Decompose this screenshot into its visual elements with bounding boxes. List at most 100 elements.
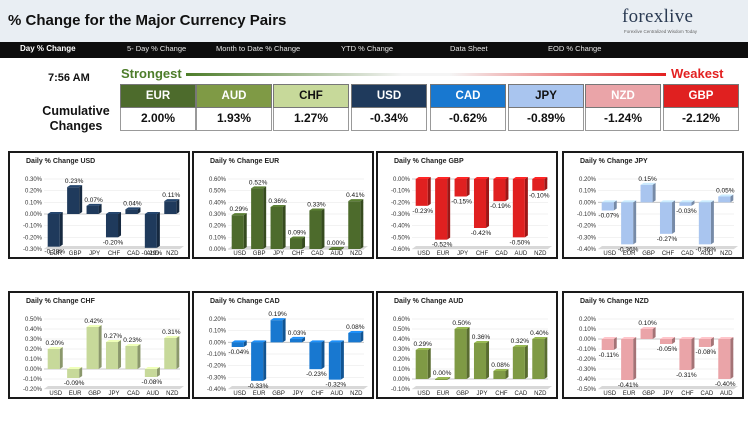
currency-code: JPY [508, 84, 584, 108]
y-tick-label: -0.20% [23, 235, 43, 241]
y-tick-label: 0.30% [25, 337, 43, 343]
bar-side [710, 337, 714, 347]
x-tick-label: CHF [108, 251, 121, 257]
nav-mtd-change[interactable]: Month to Date % Change [216, 44, 301, 53]
bar-top [532, 337, 548, 339]
bar-usd [231, 215, 244, 249]
currency-code: USD [351, 84, 427, 108]
bar-side [613, 200, 617, 211]
bar-side [633, 200, 637, 245]
data-label: 0.00% [327, 240, 346, 247]
nav-eod-change[interactable]: EOD % Change [548, 44, 602, 53]
bar-top [659, 200, 676, 203]
bar-usd [601, 202, 614, 211]
y-tick-label: 0.50% [393, 327, 411, 333]
data-label: -0.15% [451, 199, 472, 206]
bar-side [118, 340, 122, 369]
y-tick-label: 0.10% [209, 235, 227, 241]
page-title: % Change for the Major Currency Pairs [8, 12, 287, 29]
currency-code: EUR [120, 84, 196, 108]
y-tick-label: -0.10% [577, 212, 597, 218]
bar-side [710, 200, 714, 245]
bar-chart: 0.00% -0.10% -0.20% -0.30% -0.40% -0.50% -0.60… [391, 177, 552, 257]
bar-top [289, 336, 306, 339]
y-tick-label: -0.10% [391, 387, 411, 393]
x-tick-label: CHF [311, 391, 324, 397]
bar-cad [125, 346, 138, 369]
data-label: -0.05% [657, 346, 678, 353]
bar-top [415, 348, 431, 350]
bar-side [524, 345, 528, 379]
currency-cumulative-value: 1.93% [196, 108, 272, 131]
nav-data-sheet[interactable]: Data Sheet [450, 44, 488, 53]
currency-cumulative-value: 1.27% [273, 108, 349, 131]
nav-ytd-change[interactable]: YTD % Change [341, 44, 394, 53]
bar-aud [698, 202, 711, 245]
cumulative-label-line2: Changes [49, 119, 103, 133]
bar-side [98, 203, 102, 214]
bar-top [309, 208, 325, 211]
y-tick-label: -0.30% [23, 247, 43, 253]
y-tick-label: -0.20% [391, 200, 411, 206]
bar-side [321, 208, 325, 249]
data-label: 0.08% [491, 362, 510, 369]
y-tick-label: -0.40% [207, 387, 227, 393]
bar-chf [659, 202, 673, 234]
x-tick-label: GBP [253, 251, 266, 257]
currency-code: NZD [585, 84, 661, 108]
nav-5day-change[interactable]: 5- Day % Change [127, 44, 187, 53]
bar-side [302, 236, 306, 249]
x-tick-label: CHF [476, 251, 489, 257]
x-tick-label: USD [49, 391, 62, 397]
x-tick-label: NZD [166, 251, 179, 257]
x-tick-label: AUD [331, 251, 344, 257]
y-tick-label: -0.40% [391, 224, 411, 230]
currency-box-nzd: NZD -1.24% [585, 84, 661, 131]
x-tick-label: EUR [253, 391, 266, 397]
x-tick-label: USD [233, 391, 246, 397]
chart-panel-0: Daily % Change USD 0.30% 0.20% 0.10% 0.00% -0… [8, 151, 190, 259]
bar-top [86, 325, 102, 327]
chart-title: Daily % Change CHF [26, 298, 95, 305]
data-label: 0.52% [249, 179, 268, 186]
bar-top [621, 337, 637, 339]
bar-side [544, 337, 548, 379]
data-label: -0.19% [490, 203, 511, 210]
cumulative-label-line1: Cumulative [42, 104, 110, 118]
x-tick-label: JPY [457, 251, 468, 257]
forexlive-logo[interactable]: forexlive Forexlive Centralized Wisdom T… [622, 6, 732, 38]
bar-side [156, 367, 160, 377]
x-tick-label: GBP [456, 391, 469, 397]
bar-side [360, 199, 364, 249]
y-tick-label: -0.10% [577, 347, 597, 353]
strength-gradient [186, 73, 666, 76]
bar-side [340, 340, 344, 380]
data-label: 0.42% [84, 318, 103, 325]
bar-nzd [348, 333, 361, 343]
x-tick-label: AUD [720, 391, 733, 397]
bar-side [137, 344, 141, 369]
data-label: 0.29% [413, 341, 432, 348]
bar-side [282, 318, 286, 343]
bar-side [243, 213, 247, 249]
y-tick-label: 0.30% [393, 347, 411, 353]
bar-eur [621, 202, 634, 245]
chart-floor [44, 386, 184, 389]
bar-gbp [640, 184, 653, 203]
currency-code: GBP [663, 84, 739, 108]
bar-side [59, 212, 63, 247]
bar-top [679, 337, 695, 339]
bar-top [435, 377, 451, 379]
bar-top [532, 177, 548, 179]
bar-top [289, 236, 306, 239]
bar-gbp [86, 327, 99, 369]
data-label: 0.29% [229, 206, 248, 213]
nav-day-change[interactable]: Day % Change [20, 44, 76, 53]
bar-top [659, 337, 676, 339]
bar-aud [512, 179, 525, 238]
x-tick-label: AUD [331, 391, 344, 397]
bar-side [176, 199, 180, 214]
bar-gbp [67, 187, 80, 214]
bar-side [486, 341, 490, 379]
currency-cumulative-value: -0.62% [430, 108, 506, 131]
